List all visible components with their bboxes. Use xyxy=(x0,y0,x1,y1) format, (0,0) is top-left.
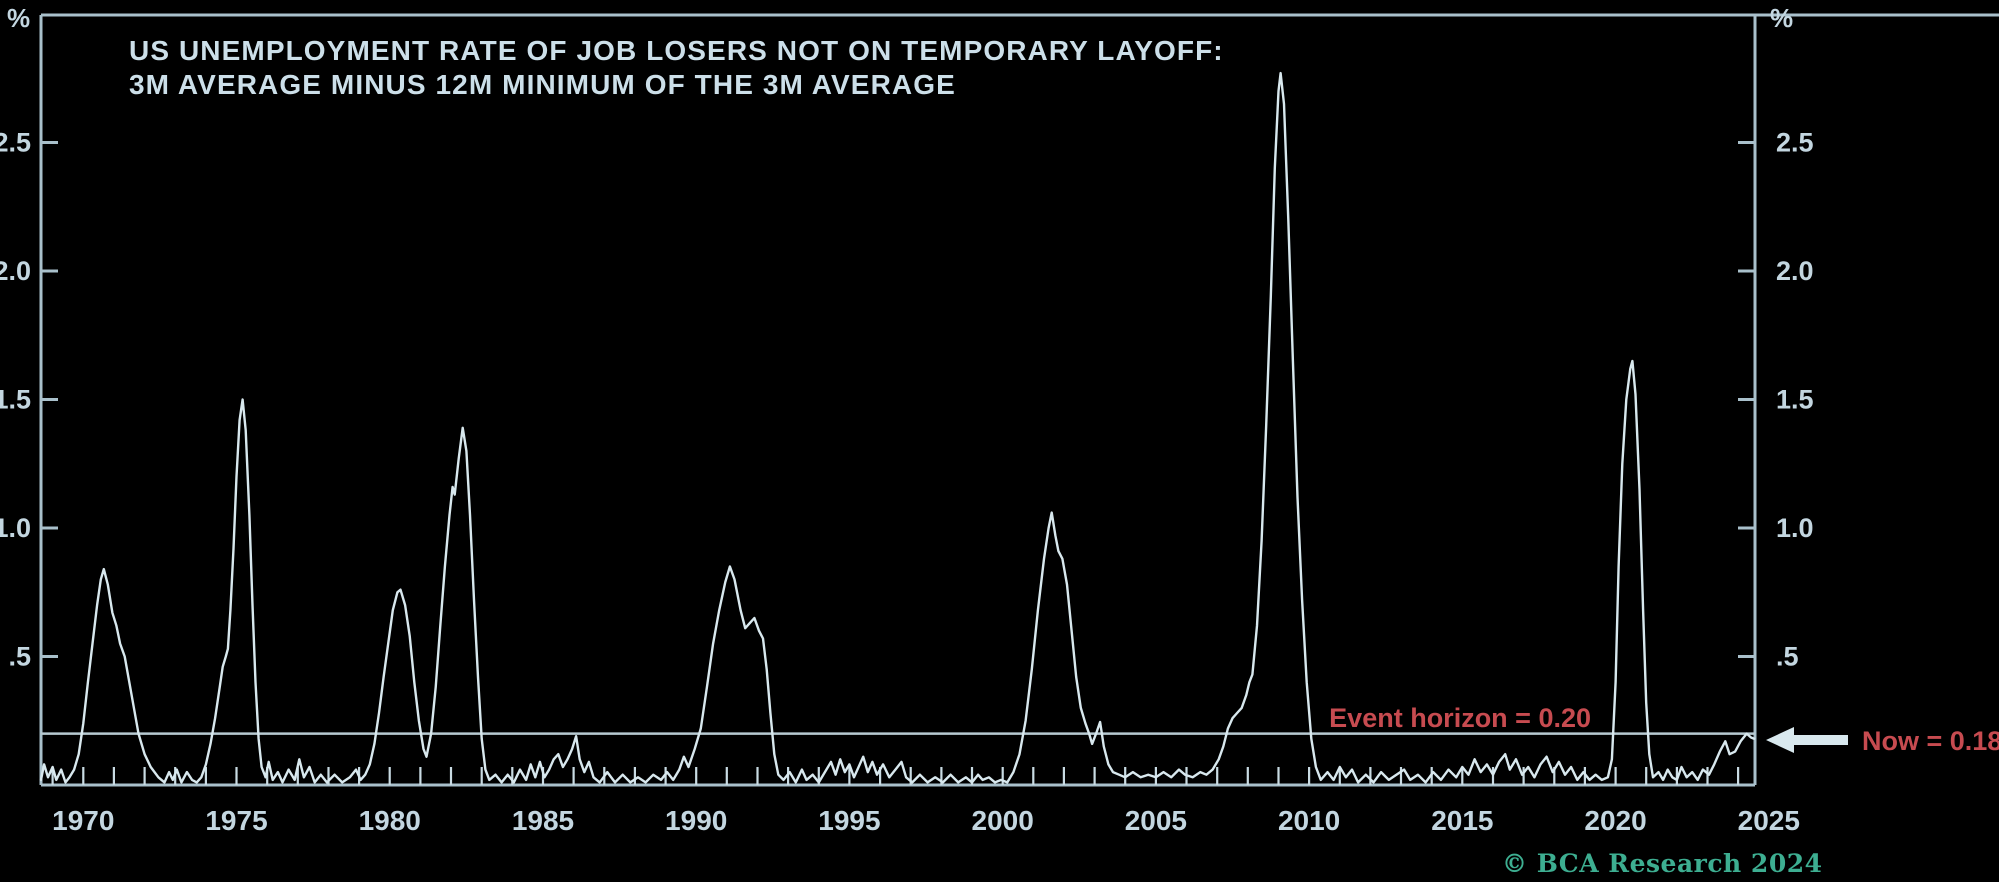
data-series-line xyxy=(39,71,1756,784)
y-tick-label-right: 1.5 xyxy=(1776,385,1814,415)
x-tick-label: 1970 xyxy=(52,805,114,836)
y-tick-label-left: 2.5 xyxy=(0,128,31,158)
x-tick-label: 2015 xyxy=(1431,805,1493,836)
y-tick-label-right: 2.0 xyxy=(1776,256,1814,286)
y-axis-unit-right: % xyxy=(1770,3,1793,33)
x-tick-label: 2020 xyxy=(1584,805,1646,836)
now-arrow-icon xyxy=(1766,727,1848,753)
x-tick-label: 2005 xyxy=(1125,805,1187,836)
x-tick-label: 1980 xyxy=(359,805,421,836)
x-tick-label: 2010 xyxy=(1278,805,1340,836)
y-tick-label-right: .5 xyxy=(1776,642,1799,672)
now-label: Now = 0.18 xyxy=(1862,726,1999,756)
y-tick-label-left: 2.0 xyxy=(0,256,31,286)
x-tick-label: 2000 xyxy=(972,805,1034,836)
x-tick-label: 1995 xyxy=(818,805,880,836)
y-tick-label-left: .5 xyxy=(8,642,31,672)
event-horizon-label: Event horizon = 0.20 xyxy=(1329,703,1591,733)
x-tick-label: 2025 xyxy=(1738,805,1800,836)
chart-title-line1: US UNEMPLOYMENT RATE OF JOB LOSERS NOT O… xyxy=(129,35,1224,66)
y-tick-label-left: 1.0 xyxy=(0,513,31,543)
plot-frame xyxy=(39,13,1999,787)
x-tick-label: 1975 xyxy=(205,805,267,836)
x-tick-label: 1985 xyxy=(512,805,574,836)
y-axis-ticks xyxy=(41,141,1755,658)
axis-tick-labels: 2.5 2.5 2.0 2.0 1.5 1.5 1.0 1.0 .5 .5 1970 1975 1980… xyxy=(0,128,1814,837)
chart-title-line2: 3M AVERAGE MINUS 12M MINIMUM OF THE 3M A… xyxy=(129,69,956,100)
x-tick-label: 1990 xyxy=(665,805,727,836)
y-tick-label-right: 1.0 xyxy=(1776,513,1814,543)
y-tick-label-right: 2.5 xyxy=(1776,128,1814,158)
y-axis-unit-left: % xyxy=(7,3,30,33)
copyright-text: © BCΑ Research 2024 xyxy=(1502,849,1823,878)
y-tick-label-left: 1.5 xyxy=(0,385,31,415)
